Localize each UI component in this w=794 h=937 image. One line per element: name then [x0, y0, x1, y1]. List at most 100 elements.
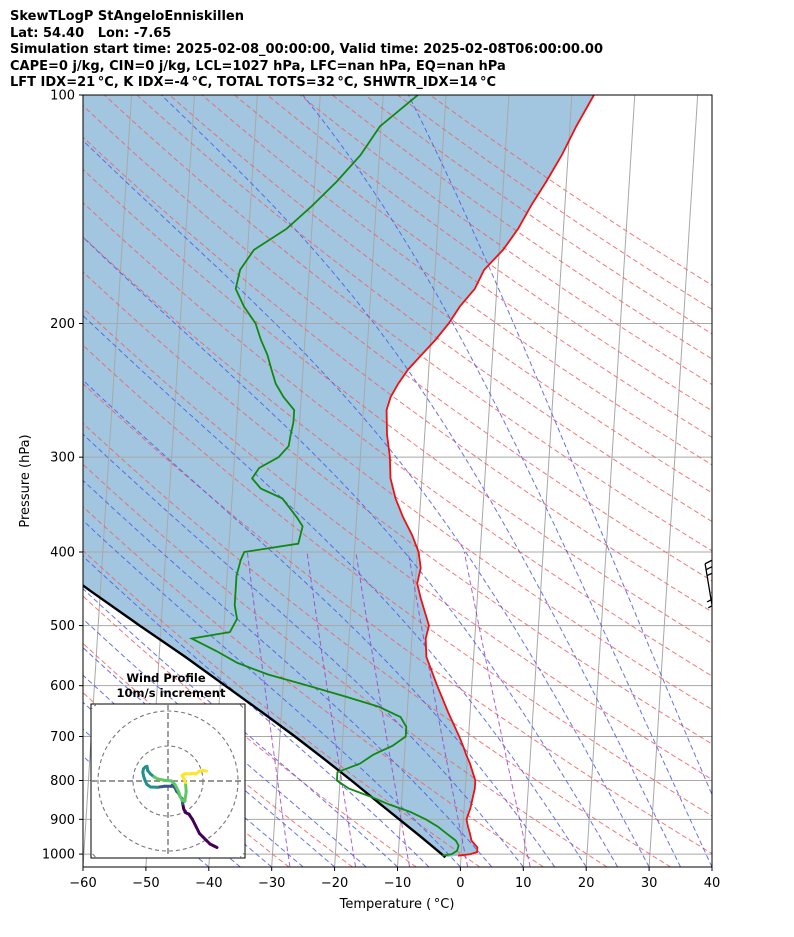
wind-barb-2 — [711, 850, 712, 851]
mixing-ratio-4 — [407, 551, 469, 867]
sounding-profiles — [83, 95, 595, 859]
dry-adiabat-0 — [83, 549, 481, 867]
wind-barb-0 — [712, 861, 758, 874]
dry-adiabat-70 — [83, 271, 712, 745]
moist-adiabat-35 — [160, 95, 681, 867]
convective-parameters: CAPE=0 j/kg, CIN=0 j/kg, LCL=1027 hPa, L… — [10, 58, 506, 74]
wind-barb-3 — [711, 845, 712, 846]
wind-barb-21 — [711, 205, 712, 207]
dry-adiabat-40 — [83, 383, 712, 855]
mixing-ratio-lines — [246, 551, 531, 867]
x-tick-label-3: −30 — [258, 876, 285, 891]
x-tick-label-4: −20 — [321, 876, 348, 891]
y-tick-label-6: 400 — [50, 546, 75, 561]
wind-barb-15 — [711, 457, 712, 459]
dry-adiabat-170 — [234, 95, 712, 439]
x-tick-label-6: 0 — [456, 876, 464, 891]
station-coordinates: Lat: 54.40 Lon: -7.65 — [10, 25, 172, 41]
dry-adiabat-20 — [83, 463, 608, 867]
wind-barb-19 — [711, 323, 712, 325]
wind-barb-14 — [711, 488, 712, 491]
moist-adiabat-25 — [83, 236, 619, 867]
moist-adiabat-30 — [83, 139, 650, 867]
isotherm-40 — [711, 859, 712, 867]
y-tick-label-4: 600 — [50, 679, 75, 694]
dry-adiabat-120 — [83, 104, 712, 582]
dry-adiabat-140 — [136, 95, 712, 523]
dewpoint-line — [188, 95, 460, 857]
isotherm--10 — [397, 95, 447, 867]
wind-barb-23 — [711, 111, 712, 112]
isotherm--20 — [334, 95, 384, 867]
parcel-path-line — [83, 584, 447, 859]
wind-barb-8 — [712, 736, 758, 749]
moist-adiabat-0 — [83, 519, 461, 867]
wind-barbs — [704, 111, 758, 874]
x-tick-label-7: 10 — [515, 876, 532, 891]
dry-adiabat--10 — [83, 595, 417, 867]
mixing-ratio-8 — [463, 551, 531, 867]
moist-adiabat-10 — [83, 433, 524, 867]
isotherm-0 — [459, 95, 510, 867]
parcel-temperature-area — [83, 95, 594, 858]
wind-barb-1 — [711, 853, 712, 855]
mixing-ratio-1 — [306, 551, 357, 867]
wind-barb-17 — [711, 390, 712, 393]
dry-adiabat-160 — [201, 95, 712, 466]
moist-adiabat-15 — [83, 379, 556, 867]
moist-adiabat--10 — [83, 588, 398, 867]
wind-barb-11 — [704, 559, 712, 606]
isotherm--30 — [271, 95, 321, 867]
wind-barb-7 — [712, 772, 758, 785]
wind-barb-22 — [711, 155, 712, 156]
wind-barb-16 — [711, 422, 712, 425]
hodograph-inset: Wind Profile 10m/s increment — [90, 671, 246, 859]
parcel-temperature-fill — [83, 95, 594, 858]
dry-adiabat-90 — [83, 201, 712, 677]
isotherm-20 — [585, 95, 636, 867]
hodograph-title: Wind Profile — [126, 671, 206, 685]
y-tick-label-9: 100 — [50, 89, 75, 104]
axis-ticks: −60 −50 −40 −30 −20 −10 0 10 20 30 40 1000 900 800 700… — [42, 89, 720, 892]
dry-adiabat-30 — [83, 422, 671, 867]
dry-adiabat-50 — [83, 344, 712, 817]
isotherm--80 — [0, 95, 6, 867]
mixing-ratio-0.4 — [246, 551, 291, 867]
wind-barb-5 — [711, 818, 712, 820]
dry-adiabat-130 — [103, 95, 712, 552]
wind-barb-4 — [711, 836, 712, 838]
hodograph-subtitle: 10m/s increment — [117, 686, 226, 700]
wind-barb-20 — [711, 260, 712, 261]
x-tick-label-9: 30 — [641, 876, 658, 891]
y-tick-label-0: 1000 — [42, 848, 75, 863]
y-tick-label-7: 300 — [50, 451, 75, 466]
dry-adiabat--20 — [83, 642, 353, 867]
wind-barb-18 — [711, 354, 712, 357]
moist-adiabat-20 — [83, 314, 587, 867]
moist-adiabat-45 — [408, 95, 712, 796]
x-axis-label: Temperature ( °C) — [339, 897, 455, 912]
wind-barb-12 — [706, 560, 712, 609]
x-tick-label-8: 20 — [578, 876, 595, 891]
stability-indices: LFT IDX=21 °C, K IDX=-4 °C, TOTAL TOTS=3… — [10, 75, 497, 91]
y-tick-label-8: 200 — [50, 317, 75, 332]
simulation-times: Simulation start time: 2025-02-08_00:00:… — [10, 42, 603, 58]
temperature-line — [385, 95, 595, 857]
y-tick-label-2: 800 — [50, 774, 75, 789]
wind-barb-6 — [711, 799, 712, 801]
y-axis-label: Pressure (hPa) — [18, 434, 33, 527]
hodograph-segment-51 — [201, 769, 208, 773]
y-tick-label-3: 700 — [50, 730, 75, 745]
y-tick-label-5: 500 — [50, 619, 75, 634]
x-tick-label-10: 40 — [704, 876, 721, 891]
chart-title: SkewTLogP StAngeloEnniskillen — [10, 9, 244, 24]
x-tick-label-0: −60 — [69, 876, 96, 891]
y-tick-label-1: 900 — [50, 813, 75, 828]
isotherm-30 — [648, 95, 699, 867]
x-tick-label-1: −50 — [132, 876, 159, 891]
dry-adiabat-10 — [83, 506, 544, 867]
isotherm-gridlines — [0, 95, 712, 867]
dry-adiabat-80 — [83, 236, 712, 711]
wind-barb-13 — [711, 535, 712, 537]
